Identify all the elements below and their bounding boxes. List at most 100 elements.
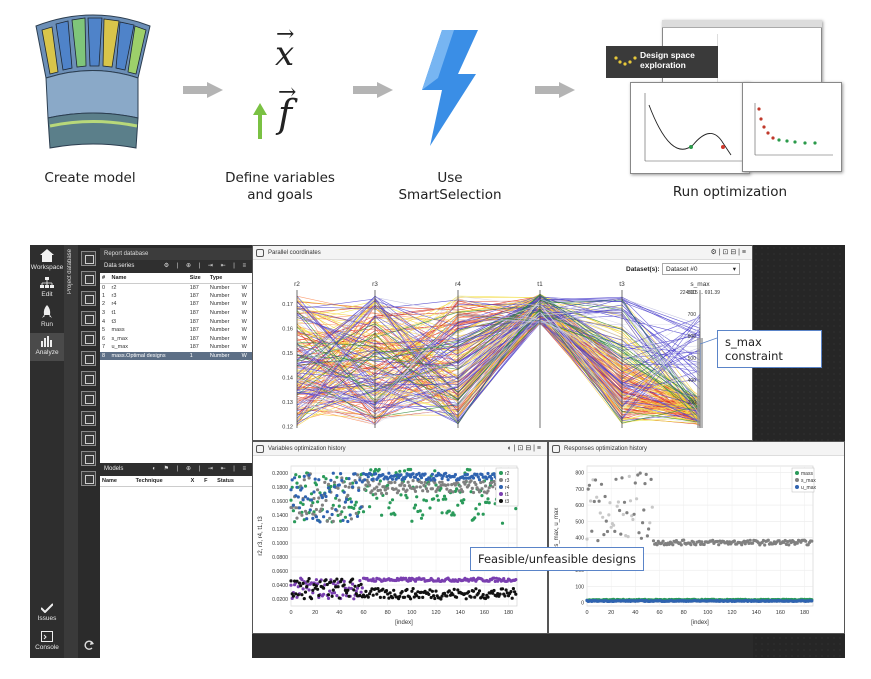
- tick-label: 0.13: [282, 400, 293, 406]
- data-point: [455, 595, 459, 599]
- histogram-tool-icon[interactable]: [81, 351, 96, 366]
- data-point: [766, 538, 770, 542]
- panel-toolbar[interactable]: ◐ | ⊡ ⊟ | ≡: [507, 445, 541, 452]
- data-point: [410, 519, 414, 523]
- table-row[interactable]: 6 s_max 187 Number W: [102, 335, 247, 342]
- sidebar-item-analyze[interactable]: Analyze: [30, 333, 64, 361]
- table-row[interactable]: 5 mass 187 Number W: [102, 327, 247, 334]
- data-line: [296, 310, 701, 409]
- data-point: [631, 517, 635, 522]
- x-tick-label: 40: [632, 610, 638, 616]
- table-row[interactable]: 2 r4 187 Number W: [102, 301, 247, 308]
- data-point: [302, 478, 306, 482]
- table-row[interactable]: 7 u_max 187 Number W: [102, 344, 247, 351]
- data-point: [647, 527, 651, 531]
- data-point: [411, 587, 415, 591]
- panel-settings-icon[interactable]: [256, 445, 264, 453]
- data-point: [324, 477, 328, 481]
- sidebar-item-edit[interactable]: Edit: [30, 277, 64, 303]
- x-tick-label: 80: [385, 610, 391, 616]
- data-point: [364, 589, 368, 593]
- data-point: [777, 539, 781, 543]
- data-point: [404, 493, 408, 497]
- data-point: [297, 511, 302, 515]
- data-point: [297, 506, 302, 510]
- models-toolbar[interactable]: ◐ ⚑ | ⊕ | ⇥ ⇤ | ≡: [152, 466, 249, 472]
- data-point: [429, 478, 433, 482]
- data-point: [377, 467, 381, 472]
- data-point: [433, 481, 437, 485]
- data-point: [329, 580, 333, 584]
- chart-tool-icon[interactable]: [81, 271, 96, 286]
- sidebar-item-run[interactable]: Run: [30, 305, 64, 331]
- data-point: [590, 529, 594, 533]
- data-point: [331, 519, 335, 523]
- network-icon: [40, 277, 54, 288]
- data-point: [334, 585, 338, 589]
- panel-settings-icon[interactable]: [552, 445, 560, 453]
- data-point: [387, 506, 391, 510]
- data-point: [394, 477, 398, 481]
- y-tick-label: 0.0800: [272, 555, 288, 561]
- variables-history-chart: 0.2000 0.1800 0.1600 0.1400 0.1200 0.1000 0.08…: [258, 465, 519, 626]
- data-point: [392, 487, 396, 491]
- data-point: [316, 500, 320, 504]
- data-point: [399, 493, 403, 497]
- sidebar-item-issues[interactable]: Issues: [30, 603, 64, 627]
- bar-tool-icon[interactable]: [81, 331, 96, 346]
- data-point: [366, 480, 370, 484]
- data-point: [405, 496, 409, 500]
- x-tick-label: 40: [336, 610, 342, 616]
- y-tick-label: 100: [575, 584, 584, 590]
- data-point: [329, 484, 333, 489]
- data-point: [302, 597, 306, 601]
- axis-label: r4: [455, 281, 461, 288]
- data-point: [628, 499, 633, 503]
- refresh-icon[interactable]: [83, 639, 95, 651]
- data-point: [409, 475, 413, 479]
- panel-toolbar[interactable]: ⚙ | ⊡ ⊟ | ≡: [710, 249, 746, 256]
- line-plot-tool-icon[interactable]: [81, 291, 96, 306]
- table-row[interactable]: 0 r2 187 Number W: [102, 284, 247, 291]
- data-series-toolbar[interactable]: ⚙ | ⊕ | ⇥ ⇤ | ≡: [163, 263, 249, 269]
- data-point: [357, 584, 361, 588]
- stats-tool-icon[interactable]: [81, 411, 96, 426]
- table-tool-icon[interactable]: [81, 251, 96, 266]
- data-point: [455, 487, 459, 491]
- data-point: [427, 592, 431, 596]
- data-point: [416, 509, 420, 514]
- report-tool-icon[interactable]: [81, 471, 96, 486]
- dataset-select[interactable]: Dataset #0 ▾: [662, 263, 740, 275]
- data-point: [415, 495, 419, 499]
- panel-settings-icon[interactable]: [256, 249, 264, 257]
- matrix-tool-icon[interactable]: [81, 391, 96, 406]
- sidebar-item-workspace[interactable]: Workspace: [30, 249, 64, 275]
- data-point: [330, 512, 334, 517]
- table-row[interactable]: 3 t1 187 Number W: [102, 310, 247, 317]
- data-point: [505, 591, 509, 595]
- data-point: [494, 594, 499, 598]
- zoom-tool-icon[interactable]: [81, 451, 96, 466]
- data-point: [380, 491, 384, 495]
- sidebar-item-console[interactable]: Console: [30, 631, 64, 655]
- model-tool-icon[interactable]: [81, 431, 96, 446]
- data-point: [471, 476, 476, 480]
- data-point: [450, 483, 454, 487]
- data-point: [342, 490, 346, 494]
- scatter-tool-icon[interactable]: [81, 311, 96, 326]
- data-point: [650, 505, 654, 509]
- parallel-coords-tool-icon[interactable]: [81, 371, 96, 386]
- project-database-tab[interactable]: Project database: [64, 245, 78, 658]
- data-point: [475, 472, 479, 476]
- data-point: [369, 472, 373, 476]
- data-point: [589, 499, 593, 503]
- data-point: [513, 590, 517, 594]
- table-row[interactable]: 8 mass.Optimal designs 1 Number W: [100, 351, 252, 361]
- data-line: [296, 304, 701, 411]
- table-row[interactable]: 1 r3 187 Number W: [102, 292, 247, 299]
- data-point: [305, 512, 309, 516]
- table-row[interactable]: 4 t3 187 Number W: [102, 318, 247, 325]
- data-series-table: # Name Size Type 0 r2 187 Number W 1 r3 187 Numb…: [100, 273, 252, 361]
- axis-label: r3: [372, 281, 378, 288]
- data-point: [371, 577, 375, 581]
